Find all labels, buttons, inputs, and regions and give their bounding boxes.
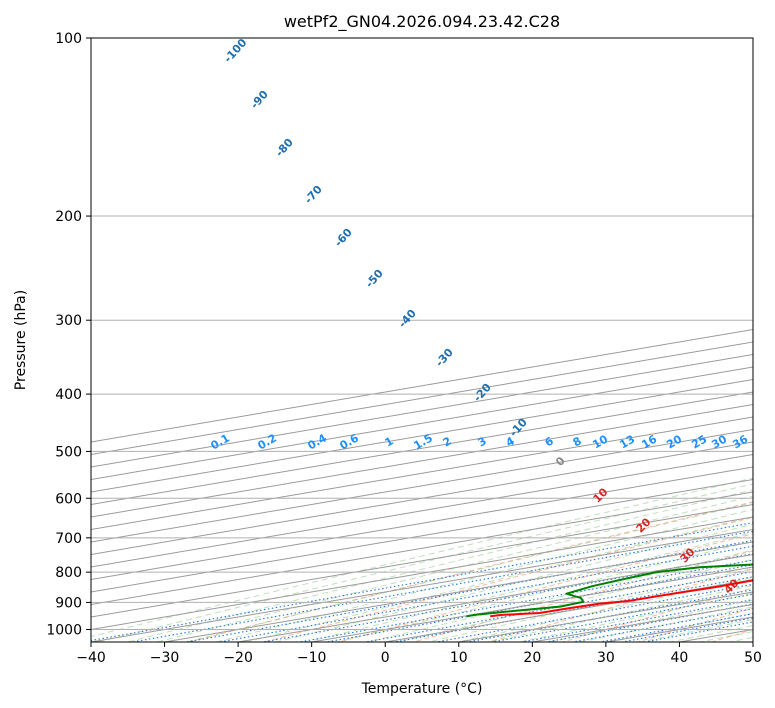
isotherm-line xyxy=(91,528,753,642)
y-axis-label: Pressure (hPa) xyxy=(13,290,29,390)
y-tick-label: 500 xyxy=(55,444,82,460)
pressure-gridlines xyxy=(91,38,753,630)
moist-adiabat-line xyxy=(303,531,753,642)
y-tick-label: 700 xyxy=(55,531,82,547)
isotherm-line xyxy=(91,503,753,618)
isotherms xyxy=(91,328,753,642)
dry-adiabat-line xyxy=(187,501,753,642)
dry-adiabat-line xyxy=(411,550,753,642)
dry-adiabat-line xyxy=(336,533,753,642)
isotherm-line xyxy=(91,491,753,606)
x-tick-label: −20 xyxy=(223,650,253,666)
moist-adiabat-line xyxy=(334,540,753,642)
y-tick-label: 900 xyxy=(55,595,82,611)
isotherm-line xyxy=(91,516,753,631)
y-tick-label: 100 xyxy=(55,31,82,47)
x-tick-label: 10 xyxy=(450,650,468,666)
x-tick-label: 40 xyxy=(671,650,689,666)
dewpoint-profile-line xyxy=(466,563,753,618)
moist-adiabat-line xyxy=(213,508,753,642)
y-tick-label: 800 xyxy=(55,565,82,581)
y-axis: 100 200 300 400 500 600 700 800 900 1000 xyxy=(46,31,91,638)
isotherm-line xyxy=(91,328,753,443)
y-tick-label: 400 xyxy=(55,387,82,403)
isotherm-line xyxy=(91,428,753,543)
x-axis-label: Temperature (°C) xyxy=(361,681,483,697)
x-tick-label: 0 xyxy=(381,650,390,666)
x-tick-label: 20 xyxy=(523,650,541,666)
plot-frame xyxy=(90,37,754,643)
y-tick-label: 300 xyxy=(55,313,82,329)
profile-series xyxy=(466,563,753,618)
isotherm-line xyxy=(91,466,753,581)
x-tick-label: −30 xyxy=(150,650,180,666)
moist-adiabat-line xyxy=(486,584,753,642)
isotherm-line xyxy=(91,441,753,556)
x-tick-label: 50 xyxy=(744,650,762,666)
moist-adiabat-line xyxy=(184,502,753,642)
moist-adiabat-line xyxy=(125,489,753,642)
x-tick-label: 30 xyxy=(597,650,615,666)
x-tick-label: −40 xyxy=(76,650,106,666)
chart-title: wetPf2_GN04.2026.094.23.42.C28 xyxy=(284,12,560,32)
moist-adiabat-line xyxy=(577,606,753,642)
dry-adiabats xyxy=(187,501,753,642)
y-tick-label: 600 xyxy=(55,491,82,507)
x-axis: −40 −30 −20 −10 0 10 20 30 40 50 xyxy=(76,642,762,666)
x-tick-label: −10 xyxy=(297,650,327,666)
y-tick-label: 200 xyxy=(55,209,82,225)
temperature-profile-line xyxy=(490,579,753,618)
y-tick-label: 1000 xyxy=(46,622,82,638)
moist-adiabat-line xyxy=(395,558,753,642)
dry-adiabat-line xyxy=(560,587,753,642)
isotherm-line xyxy=(91,453,753,568)
isotherm-line xyxy=(91,478,753,593)
